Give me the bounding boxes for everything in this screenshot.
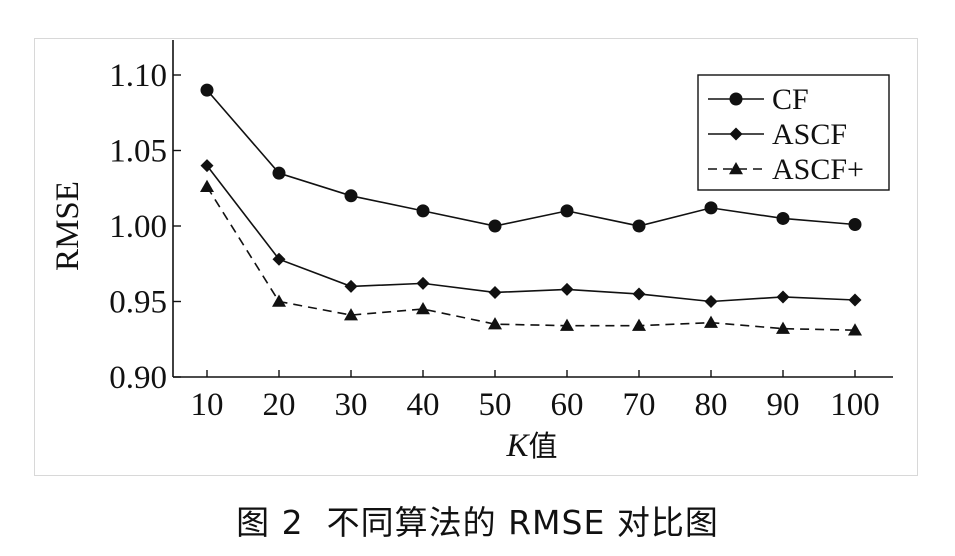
data-point [848,323,862,336]
x-tick-label: 20 [263,387,296,423]
data-point [776,211,790,225]
series-line [206,186,856,331]
data-point [200,159,214,173]
data-point [848,217,862,231]
y-tick-label: 1.00 [109,209,167,245]
legend-marker [729,162,743,175]
axes: 0.90 0.95 1.00 1.05 1.10 10 20 30 40 50 60 70 80 90 10… [109,40,893,423]
legend-marker [729,92,743,106]
data-point [488,317,502,330]
data-point [848,293,862,307]
x-axis-label-rest: 值 [529,429,558,463]
data-point [344,189,358,203]
data-point [272,166,286,180]
x-axis-label: K值 [505,428,557,464]
legend-box [697,74,890,191]
series-ascf-plus [200,179,862,336]
x-tick-label: 90 [767,387,800,423]
data-point [272,252,286,266]
legend-label: CF [772,83,809,116]
series-line [206,165,856,303]
data-point [704,201,718,215]
y-tick-label: 1.10 [109,58,167,94]
series-cf [200,83,862,233]
x-tick-label: 40 [407,387,440,423]
data-point [200,83,214,97]
data-point [704,315,718,328]
data-point [200,179,214,192]
legend-label: ASCF [772,118,847,151]
x-tick-label: 80 [695,387,728,423]
legend-marker [729,127,743,141]
figure-caption: 图 2 不同算法的 RMSE 对比图 [236,503,719,542]
legend-label: ASCF+ [772,153,864,186]
data-point [416,302,430,315]
data-point [704,295,718,308]
x-tick-label: 50 [479,387,512,423]
y-axis-label: RMSE [50,181,86,271]
y-tick-label: 1.05 [109,134,167,170]
data-point [560,318,574,331]
data-point [416,204,430,218]
series-layer [200,83,862,336]
x-tick-label: 100 [830,387,880,423]
data-point [632,219,646,233]
x-tick-label: 10 [191,387,224,423]
y-tick-label: 0.90 [109,360,167,396]
series-ascf [200,159,862,308]
data-point [272,294,286,307]
series-line [206,89,856,227]
data-point [488,219,502,233]
data-point [776,321,790,334]
data-point [776,290,790,304]
x-axis-label-italic: K [505,428,530,464]
x-tick-label: 70 [623,387,656,423]
data-point [560,282,574,296]
data-point [488,285,502,299]
x-tick-label: 60 [551,387,584,423]
data-point [344,308,358,321]
y-tick-label: 0.95 [109,285,167,321]
data-point [416,276,430,290]
data-point [344,279,358,293]
data-point [560,204,574,218]
x-tick-label: 30 [335,387,368,423]
data-point [632,318,646,331]
data-point [632,287,646,301]
